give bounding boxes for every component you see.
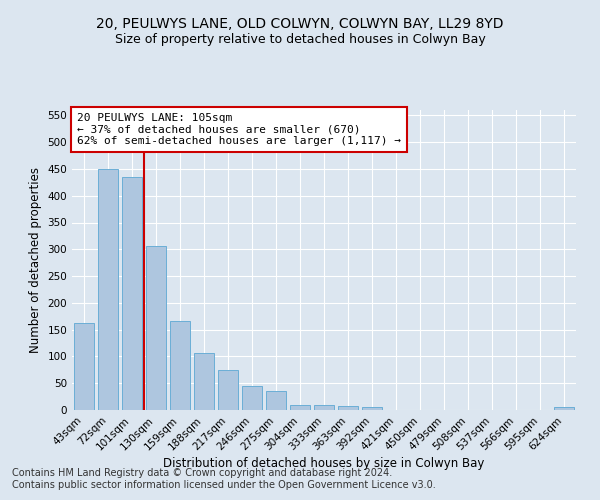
Bar	[362, 408, 382, 410]
Y-axis label: Number of detached properties: Number of detached properties	[29, 167, 42, 353]
Bar	[98, 169, 118, 410]
X-axis label: Distribution of detached houses by size in Colwyn Bay: Distribution of detached houses by size …	[163, 458, 485, 470]
Bar	[338, 406, 358, 410]
Bar	[122, 177, 142, 410]
Text: 20, PEULWYS LANE, OLD COLWYN, COLWYN BAY, LL29 8YD: 20, PEULWYS LANE, OLD COLWYN, COLWYN BAY…	[96, 18, 504, 32]
Bar	[194, 352, 214, 410]
Bar	[74, 322, 94, 410]
Bar	[218, 370, 238, 410]
Bar	[242, 386, 262, 410]
Text: 20 PEULWYS LANE: 105sqm
← 37% of detached houses are smaller (670)
62% of semi-d: 20 PEULWYS LANE: 105sqm ← 37% of detache…	[77, 113, 401, 146]
Text: Contains HM Land Registry data © Crown copyright and database right 2024.
Contai: Contains HM Land Registry data © Crown c…	[12, 468, 436, 490]
Bar	[290, 404, 310, 410]
Bar	[146, 246, 166, 410]
Bar	[314, 404, 334, 410]
Bar	[554, 408, 574, 410]
Text: Size of property relative to detached houses in Colwyn Bay: Size of property relative to detached ho…	[115, 32, 485, 46]
Bar	[170, 321, 190, 410]
Bar	[266, 390, 286, 410]
